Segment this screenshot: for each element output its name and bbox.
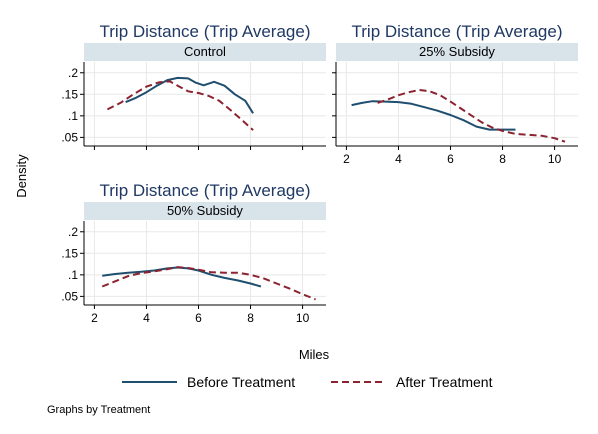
x-tick-label: 4 [395, 152, 402, 166]
y-tick-label: .1 [68, 109, 78, 123]
series-line-after [106, 80, 254, 131]
y-tick-label: .05 [61, 289, 78, 303]
panel-strip [84, 43, 326, 61]
y-tick-label: .15 [61, 246, 78, 260]
x-tick-label: 10 [548, 152, 562, 166]
series-line-after [101, 266, 316, 301]
x-tick-label: 6 [447, 152, 454, 166]
panel-strip [84, 202, 326, 220]
x-tick-label: 8 [247, 311, 254, 325]
y-tick-label: .15 [61, 87, 78, 101]
x-tick-label: 4 [143, 311, 150, 325]
panel-strip-label: 25% Subsidy [419, 44, 495, 59]
series-line-before [125, 76, 254, 114]
y-tick-label: .2 [68, 225, 78, 239]
x-tick-label: 6 [195, 311, 202, 325]
panel-3: Trip Distance (Trip Average) 50% Subsidy.… [61, 181, 326, 325]
panel-title: Trip Distance (Trip Average) [352, 22, 563, 41]
series-line-before [351, 100, 516, 131]
y-axis-label: Density [14, 154, 29, 198]
panel-1: Trip Distance (Trip Average) Control .05 .1… [61, 22, 326, 150]
x-tick-label: 10 [296, 311, 310, 325]
x-tick-label: 8 [499, 152, 506, 166]
y-tick-label: .1 [68, 268, 78, 282]
panel-strip-label: 50% Subsidy [167, 203, 243, 218]
x-tick-label: 2 [91, 311, 98, 325]
panel-strip [336, 43, 578, 61]
legend-label-after: After Treatment [396, 374, 493, 390]
x-tick-label: 2 [343, 152, 350, 166]
panel-title: Trip Distance (Trip Average) [100, 22, 311, 41]
graph-note: Graphs by Treatment [47, 404, 150, 416]
y-tick-label: .05 [61, 130, 78, 144]
legend-label-before: Before Treatment [187, 374, 295, 390]
panel-strip-label: Control [184, 44, 226, 59]
panel-title: Trip Distance (Trip Average) [100, 181, 311, 200]
x-axis-label: Miles [299, 347, 330, 362]
legend: Before Treatment After Treatment [122, 374, 493, 390]
series-line-after [377, 89, 566, 143]
panel-2: Trip Distance (Trip Average) 25% Subsidy 2… [332, 22, 578, 166]
y-tick-label: .2 [68, 66, 78, 80]
